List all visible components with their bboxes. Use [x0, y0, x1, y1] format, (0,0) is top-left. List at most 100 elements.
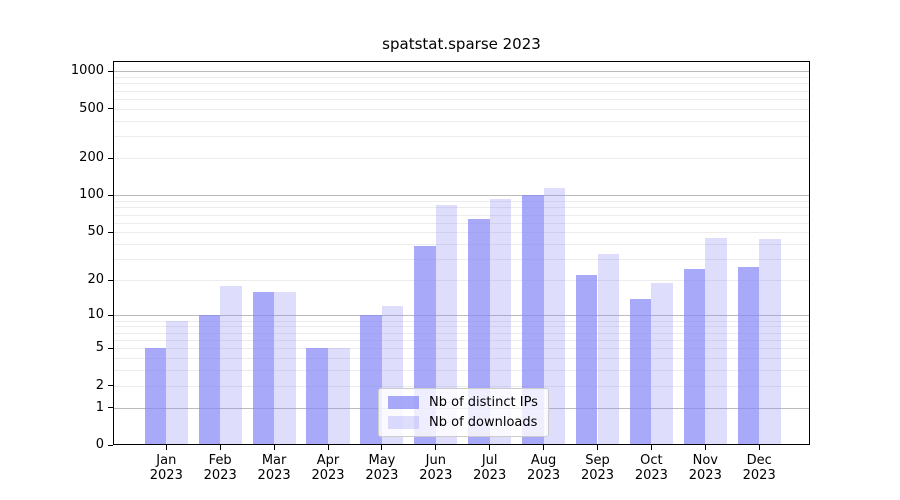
- bar-distinct-ips-mar: [252, 291, 275, 444]
- gridline-6: [114, 339, 809, 341]
- gridline-900: [114, 77, 809, 79]
- legend-entry-distinct-ips: Nb of distinct IPs: [388, 395, 538, 410]
- x-tick-label-mar: Mar 2023: [257, 453, 291, 483]
- y-tick-0: [108, 444, 113, 446]
- gridline-1000: [114, 71, 809, 73]
- y-tick-label-20: 20: [87, 272, 104, 288]
- y-tick-5: [108, 347, 113, 349]
- bar-distinct-ips-aug: [522, 195, 544, 444]
- legend-label-distinct-ips: Nb of distinct IPs: [429, 395, 538, 410]
- x-tick-label-nov: Nov 2023: [688, 453, 722, 483]
- gridline-7: [114, 332, 809, 334]
- bar-distinct-ips-oct: [629, 298, 652, 444]
- x-tick-label-jun: Jun 2023: [419, 453, 453, 483]
- bar-downloads-oct: [651, 283, 673, 444]
- gridline-100: [114, 195, 809, 197]
- y-tick-label-500: 500: [79, 100, 104, 116]
- bar-downloads-aug: [543, 187, 566, 444]
- gridline-500: [114, 108, 809, 110]
- x-tick-aug: [543, 445, 545, 450]
- x-tick-may: [381, 445, 383, 450]
- bar-distinct-ips-dec: [737, 266, 760, 444]
- y-tick-10: [108, 314, 113, 316]
- gridline-200: [114, 158, 809, 160]
- y-tick-label-1000: 1000: [70, 63, 104, 79]
- x-tick-label-feb: Feb 2023: [203, 453, 237, 483]
- bar-downloads-dec: [759, 239, 781, 444]
- y-tick-label-2: 2: [95, 377, 104, 393]
- gridline-80: [114, 207, 809, 209]
- gridline-600: [114, 99, 809, 101]
- legend: Nb of distinct IPs Nb of downloads: [378, 388, 549, 437]
- gridline-400: [114, 120, 809, 122]
- x-tick-nov: [704, 445, 706, 450]
- gridline-9: [114, 320, 809, 322]
- y-tick-20: [108, 279, 113, 281]
- y-tick-500: [108, 108, 113, 110]
- y-tick-label-50: 50: [87, 224, 104, 240]
- y-tick-200: [108, 157, 113, 159]
- bar-distinct-ips-apr: [306, 348, 328, 444]
- x-tick-dec: [758, 445, 760, 450]
- x-tick-jan: [165, 445, 167, 450]
- bar-downloads-feb: [220, 285, 242, 444]
- x-tick-label-jan: Jan 2023: [149, 453, 183, 483]
- x-tick-label-may: May 2023: [365, 453, 399, 483]
- y-tick-1000: [108, 70, 113, 72]
- x-tick-label-apr: Apr 2023: [311, 453, 345, 483]
- y-tick-label-10: 10: [87, 307, 104, 323]
- x-tick-jul: [489, 445, 491, 450]
- gridline-3: [114, 370, 809, 372]
- y-tick-label-100: 100: [79, 187, 104, 203]
- x-tick-label-jul: Jul 2023: [473, 453, 507, 483]
- bar-downloads-mar: [274, 291, 296, 444]
- legend-swatch-downloads: [388, 416, 419, 429]
- legend-swatch-distinct-ips: [388, 396, 419, 409]
- y-tick-label-0: 0: [95, 437, 104, 452]
- gridline-10: [114, 315, 809, 317]
- gridline-40: [114, 244, 809, 246]
- x-tick-label-aug: Aug 2023: [527, 453, 561, 483]
- x-tick-apr: [327, 445, 329, 450]
- x-tick-oct: [650, 445, 652, 450]
- y-tick-label-5: 5: [95, 340, 104, 356]
- bar-distinct-ips-feb: [198, 315, 221, 444]
- bar-distinct-ips-may: [360, 315, 382, 444]
- gridline-60: [114, 222, 809, 224]
- y-tick-2: [108, 385, 113, 387]
- gridline-8: [114, 326, 809, 328]
- x-tick-mar: [273, 445, 275, 450]
- chart-title: spatstat.sparse 2023: [382, 35, 541, 53]
- bar-distinct-ips-nov: [683, 268, 706, 444]
- x-tick-label-dec: Dec 2023: [742, 453, 776, 483]
- x-tick-jun: [435, 445, 437, 450]
- gridline-300: [114, 136, 809, 138]
- y-tick-100: [108, 194, 113, 196]
- gridline-70: [114, 214, 809, 216]
- legend-label-downloads: Nb of downloads: [429, 415, 538, 430]
- gridline-30: [114, 259, 809, 261]
- y-tick-1: [108, 407, 113, 409]
- bar-downloads-apr: [328, 348, 350, 444]
- x-tick-feb: [219, 445, 221, 450]
- bar-downloads-jan: [166, 320, 188, 444]
- gridline-90: [114, 201, 809, 203]
- plot-area: Nb of distinct IPs Nb of downloads: [113, 61, 810, 445]
- gridline-800: [114, 83, 809, 85]
- bar-distinct-ips-jan: [144, 348, 167, 444]
- gridline-20: [114, 280, 809, 282]
- gridline-2: [114, 385, 809, 387]
- bar-downloads-jun: [435, 205, 458, 444]
- gridline-50: [114, 232, 809, 234]
- x-tick-sep: [597, 445, 598, 450]
- x-tick-label-oct: Oct 2023: [634, 453, 668, 483]
- bar-downloads-nov: [705, 237, 727, 444]
- y-tick-label-1: 1: [95, 399, 104, 415]
- bar-distinct-ips-sep: [575, 275, 598, 444]
- bar-downloads-jul: [489, 198, 512, 444]
- gridline-5: [114, 348, 809, 350]
- y-tick-50: [108, 231, 113, 233]
- x-tick-label-sep: Sep 2023: [580, 453, 615, 483]
- bar-downloads-sep: [597, 254, 620, 444]
